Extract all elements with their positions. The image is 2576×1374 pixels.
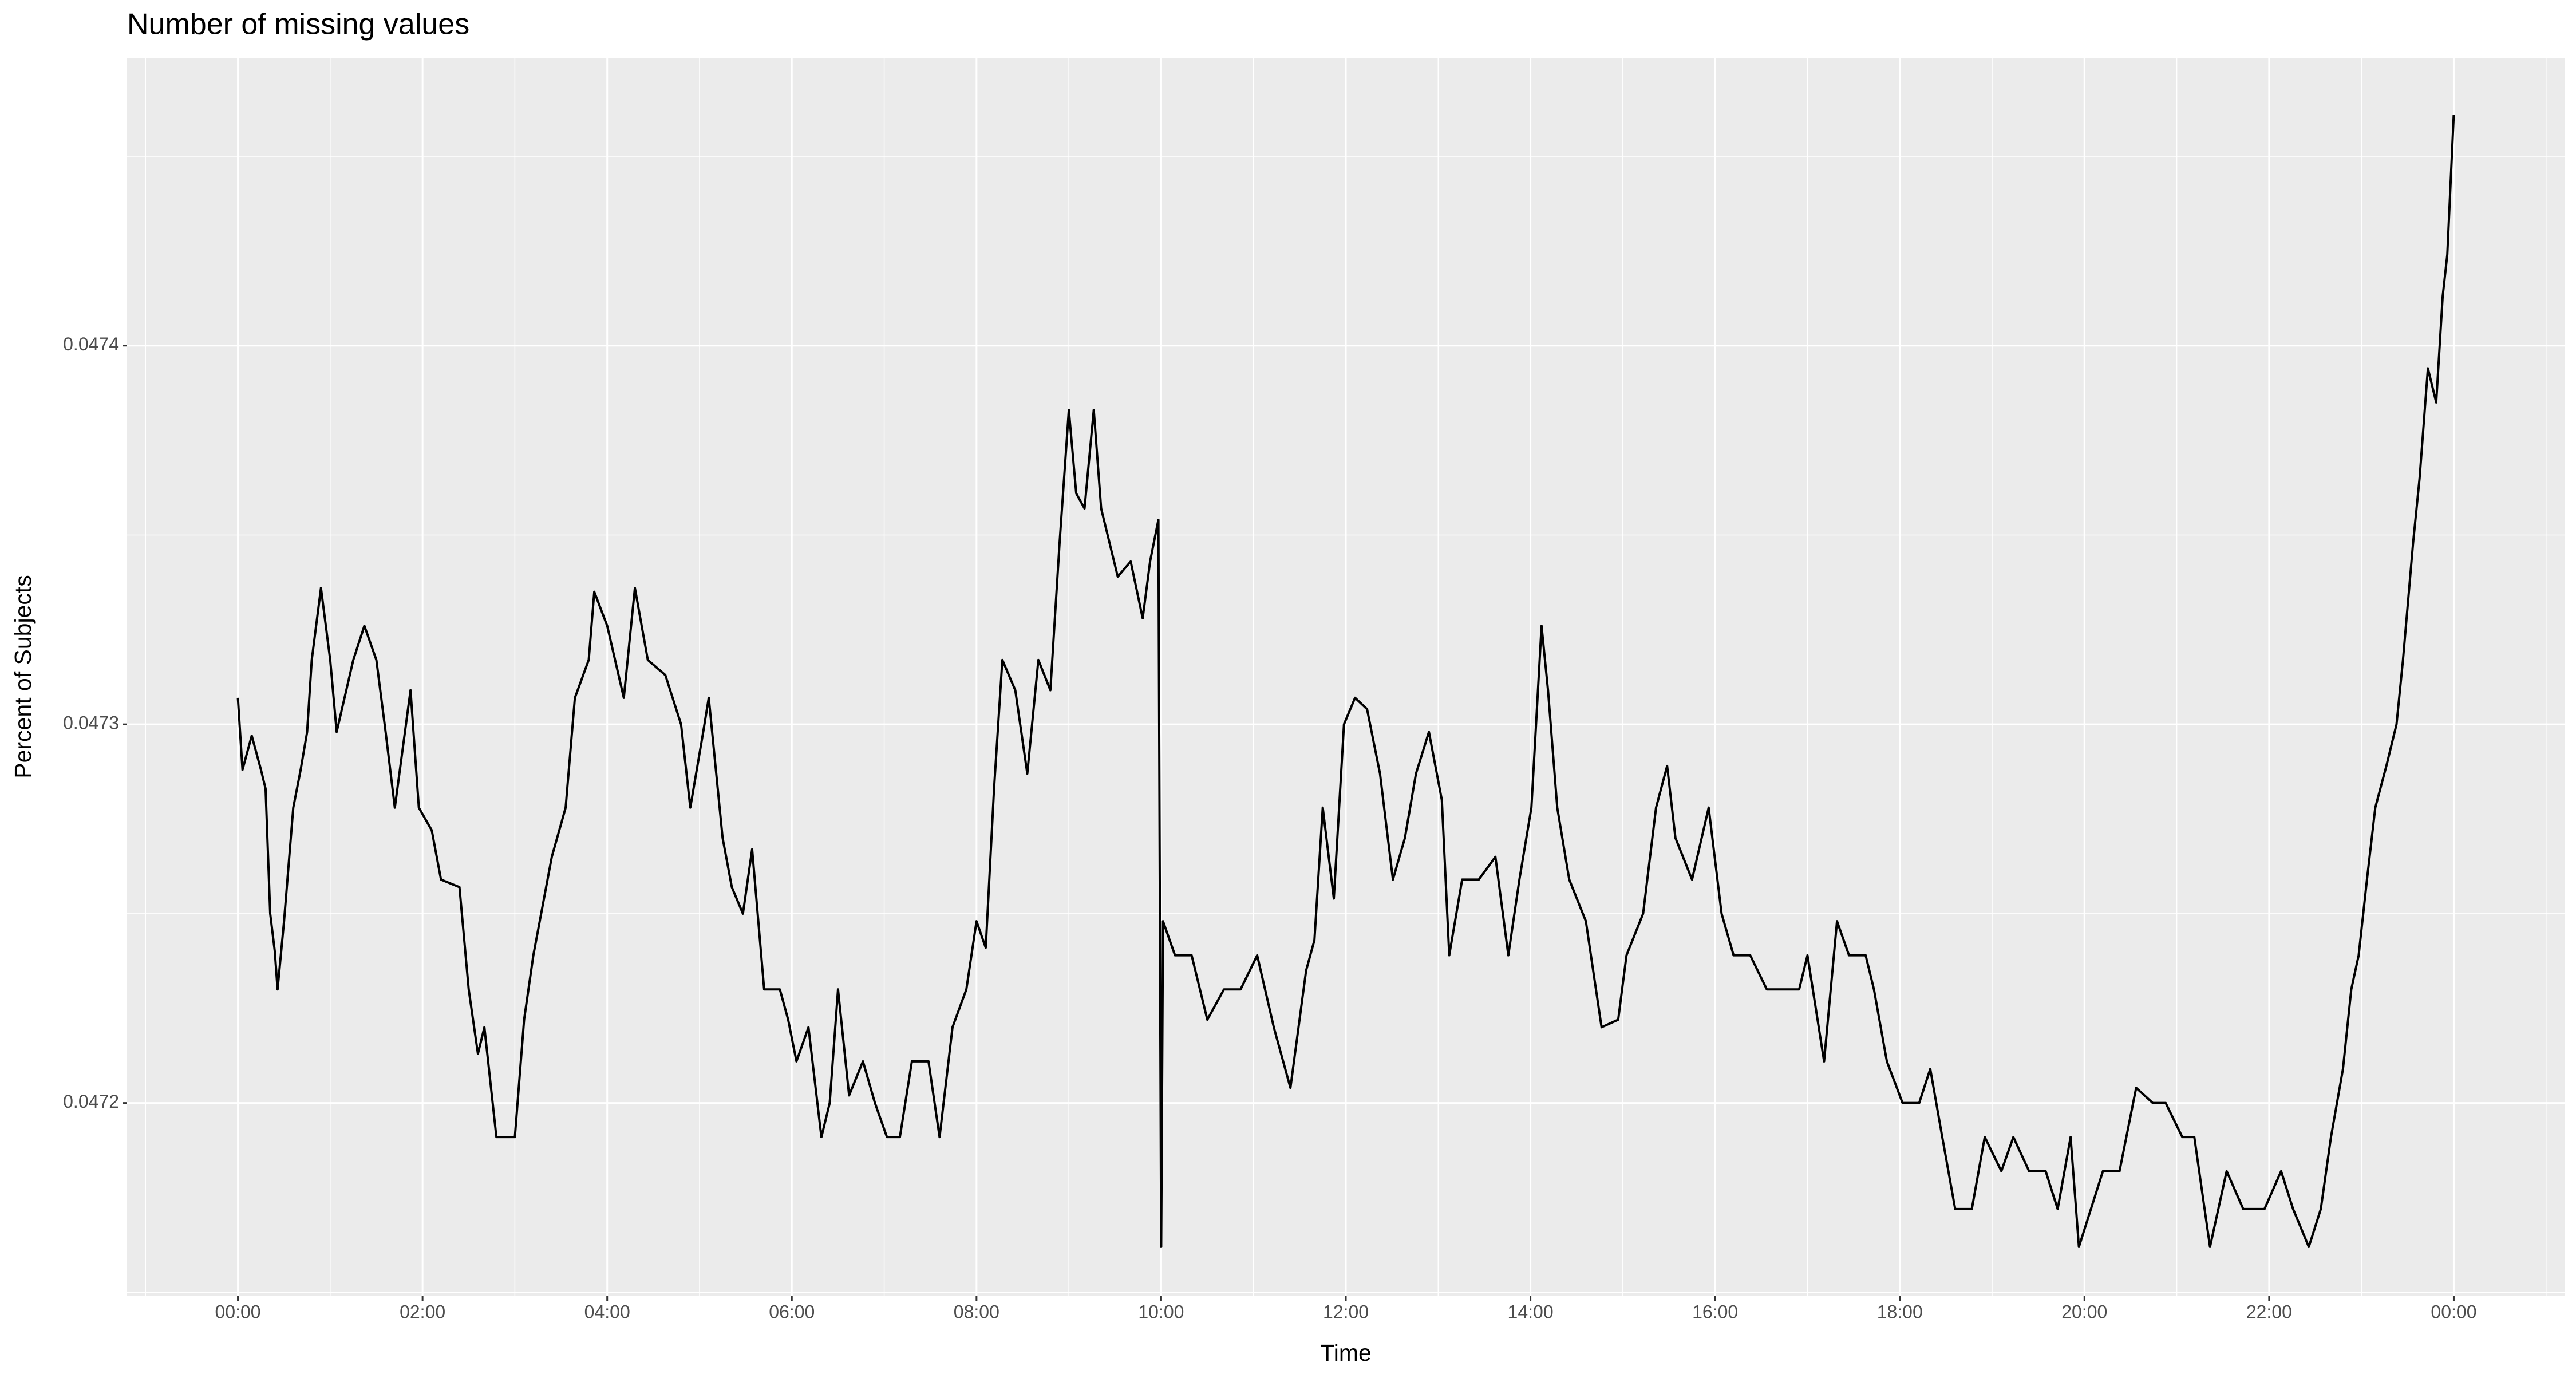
x-tick-label: 20:00 — [2061, 1301, 2107, 1322]
y-axis-title: Percent of Subjects — [10, 575, 36, 779]
y-tick-label: 0.0474 — [63, 334, 119, 354]
data-line — [236, 114, 2455, 1249]
x-tick-label: 14:00 — [1508, 1301, 1554, 1322]
x-tick-label: 04:00 — [584, 1301, 630, 1322]
x-tick-label: 08:00 — [954, 1301, 999, 1322]
marks — [236, 114, 2455, 1249]
x-tick-label: 22:00 — [2246, 1301, 2292, 1322]
x-tick-label: 16:00 — [1692, 1301, 1738, 1322]
x-tick-label: 06:00 — [769, 1301, 815, 1322]
y-tick-label: 0.0473 — [63, 713, 119, 733]
x-tick-label: 18:00 — [1877, 1301, 1923, 1322]
x-tick-label: 10:00 — [1138, 1301, 1184, 1322]
chart-title: Number of missing values — [127, 8, 469, 41]
x-tick-label: 00:00 — [2431, 1301, 2476, 1322]
x-tick-label: 12:00 — [1323, 1301, 1369, 1322]
x-tick-label: 02:00 — [400, 1301, 445, 1322]
x-tick-label: 00:00 — [215, 1301, 261, 1322]
x-axis-title: Time — [1320, 1340, 1372, 1366]
y-tick-label: 0.0472 — [63, 1091, 119, 1112]
